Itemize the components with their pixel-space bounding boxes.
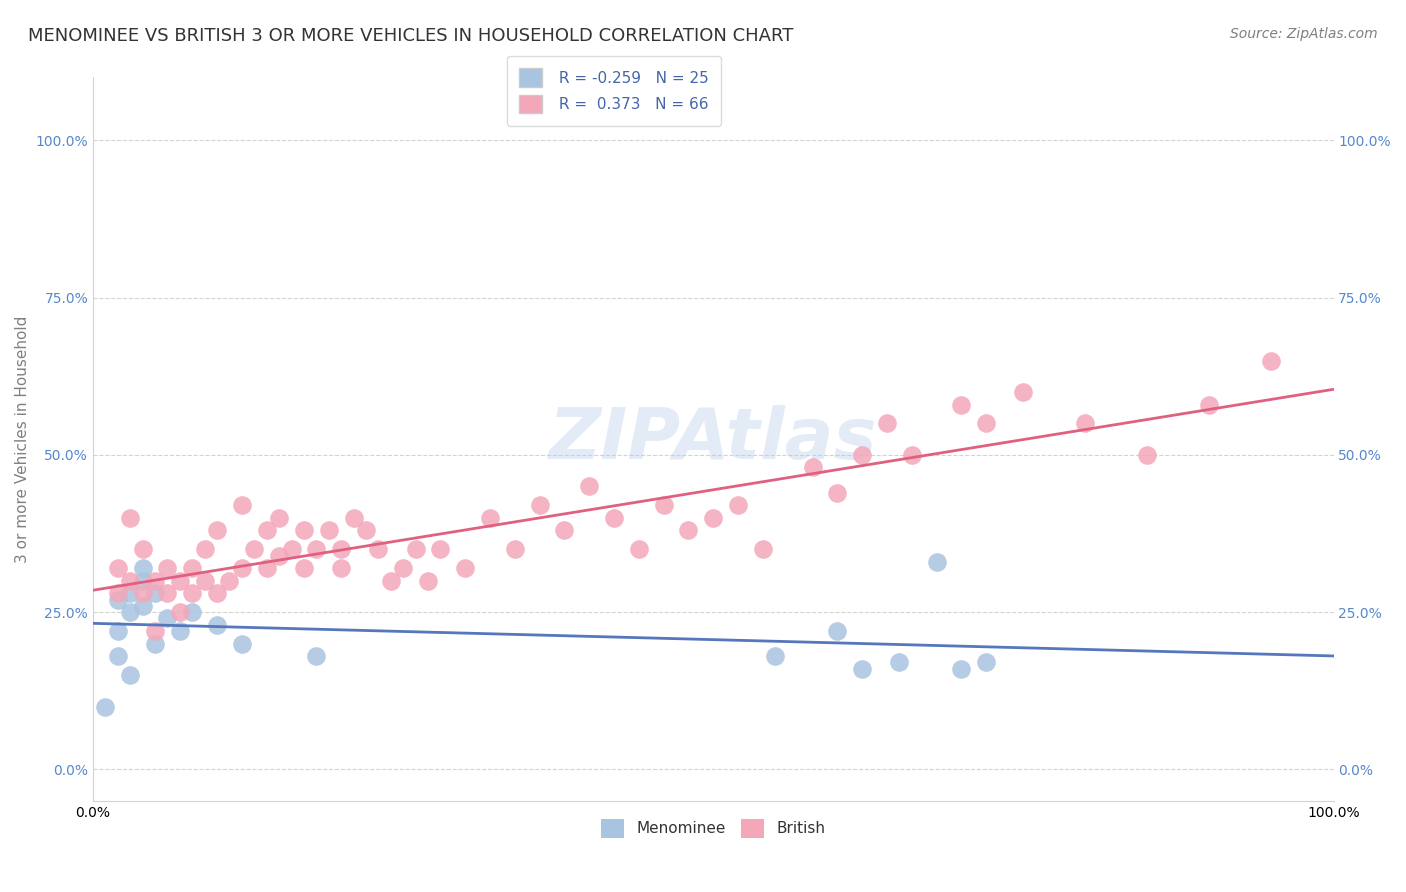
Y-axis label: 3 or more Vehicles in Household: 3 or more Vehicles in Household bbox=[15, 316, 30, 563]
Point bbox=[950, 662, 973, 676]
Point bbox=[131, 586, 153, 600]
Point bbox=[94, 699, 117, 714]
Point bbox=[380, 574, 402, 588]
Point bbox=[405, 542, 427, 557]
Legend: Menominee, British: Menominee, British bbox=[595, 813, 831, 844]
Point bbox=[974, 656, 997, 670]
Text: ZIPAtlas: ZIPAtlas bbox=[548, 405, 877, 474]
Point bbox=[107, 561, 129, 575]
Point bbox=[678, 524, 700, 538]
Point bbox=[851, 448, 873, 462]
Point bbox=[169, 624, 191, 638]
Point bbox=[529, 498, 551, 512]
Point bbox=[218, 574, 240, 588]
Point bbox=[120, 510, 142, 524]
Point bbox=[429, 542, 451, 557]
Point bbox=[231, 637, 253, 651]
Point bbox=[318, 524, 340, 538]
Point bbox=[305, 649, 328, 664]
Point bbox=[801, 460, 824, 475]
Point bbox=[169, 605, 191, 619]
Point bbox=[827, 624, 849, 638]
Point bbox=[231, 561, 253, 575]
Point bbox=[1260, 353, 1282, 368]
Point bbox=[305, 542, 328, 557]
Point bbox=[727, 498, 749, 512]
Point bbox=[181, 605, 204, 619]
Point bbox=[194, 574, 217, 588]
Point bbox=[107, 592, 129, 607]
Point bbox=[702, 510, 724, 524]
Point bbox=[367, 542, 389, 557]
Point bbox=[131, 599, 153, 613]
Point bbox=[1074, 417, 1097, 431]
Point bbox=[205, 524, 228, 538]
Text: Source: ZipAtlas.com: Source: ZipAtlas.com bbox=[1230, 27, 1378, 41]
Point bbox=[107, 649, 129, 664]
Point bbox=[578, 479, 600, 493]
Point bbox=[752, 542, 775, 557]
Point bbox=[231, 498, 253, 512]
Point bbox=[827, 485, 849, 500]
Point bbox=[330, 542, 353, 557]
Point bbox=[194, 542, 217, 557]
Point bbox=[950, 398, 973, 412]
Point bbox=[503, 542, 526, 557]
Point bbox=[205, 586, 228, 600]
Point bbox=[131, 561, 153, 575]
Point bbox=[256, 561, 278, 575]
Point bbox=[292, 524, 315, 538]
Point bbox=[851, 662, 873, 676]
Point bbox=[107, 586, 129, 600]
Point bbox=[120, 574, 142, 588]
Point bbox=[763, 649, 786, 664]
Point bbox=[169, 574, 191, 588]
Point bbox=[330, 561, 353, 575]
Point bbox=[1012, 384, 1035, 399]
Point bbox=[269, 510, 291, 524]
Point bbox=[627, 542, 650, 557]
Point bbox=[120, 586, 142, 600]
Point bbox=[889, 656, 911, 670]
Point bbox=[156, 611, 179, 625]
Point bbox=[205, 617, 228, 632]
Point bbox=[900, 448, 922, 462]
Point bbox=[156, 561, 179, 575]
Point bbox=[392, 561, 415, 575]
Point bbox=[876, 417, 898, 431]
Point bbox=[974, 417, 997, 431]
Point bbox=[925, 555, 948, 569]
Point bbox=[292, 561, 315, 575]
Point bbox=[652, 498, 675, 512]
Point bbox=[553, 524, 575, 538]
Point bbox=[120, 605, 142, 619]
Point bbox=[256, 524, 278, 538]
Point bbox=[603, 510, 626, 524]
Point bbox=[143, 586, 166, 600]
Point bbox=[454, 561, 477, 575]
Point bbox=[280, 542, 302, 557]
Point bbox=[416, 574, 439, 588]
Point bbox=[143, 637, 166, 651]
Point bbox=[143, 624, 166, 638]
Point bbox=[143, 574, 166, 588]
Point bbox=[269, 549, 291, 563]
Point bbox=[243, 542, 266, 557]
Text: MENOMINEE VS BRITISH 3 OR MORE VEHICLES IN HOUSEHOLD CORRELATION CHART: MENOMINEE VS BRITISH 3 OR MORE VEHICLES … bbox=[28, 27, 793, 45]
Point bbox=[131, 542, 153, 557]
Point bbox=[354, 524, 377, 538]
Point bbox=[342, 510, 364, 524]
Point bbox=[120, 668, 142, 682]
Point bbox=[156, 586, 179, 600]
Point bbox=[1136, 448, 1159, 462]
Point bbox=[181, 586, 204, 600]
Point bbox=[181, 561, 204, 575]
Point bbox=[479, 510, 502, 524]
Point bbox=[1198, 398, 1220, 412]
Point bbox=[107, 624, 129, 638]
Point bbox=[131, 574, 153, 588]
